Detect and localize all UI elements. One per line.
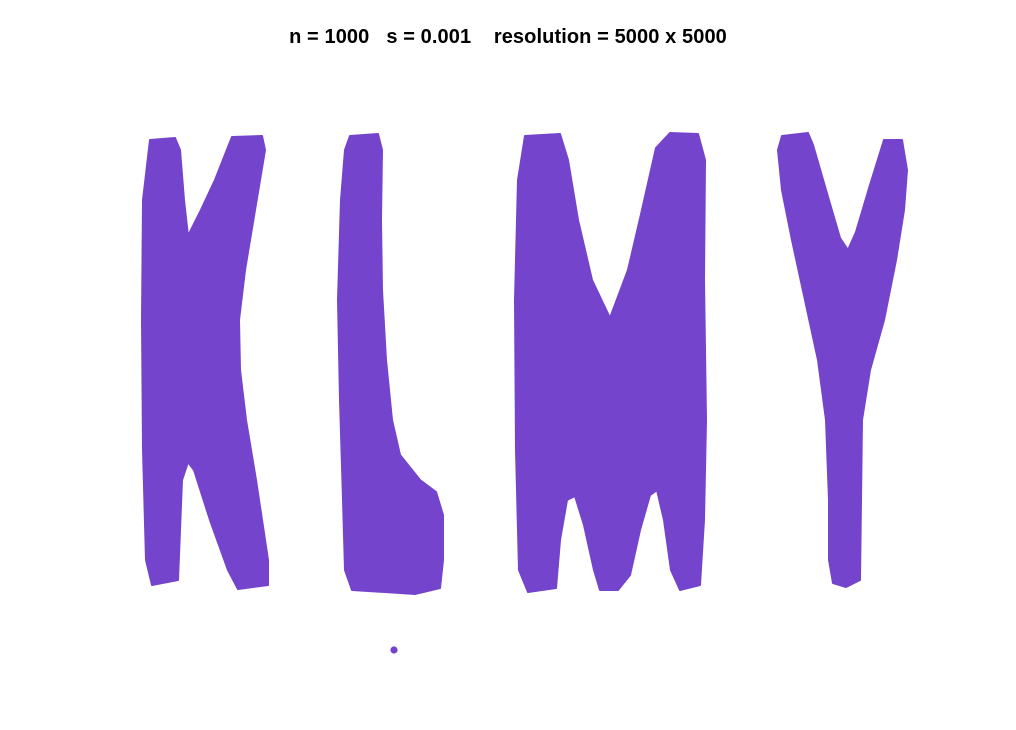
glyph-l (338, 134, 443, 594)
glyph-k (142, 136, 268, 589)
glyph-y (778, 133, 907, 587)
glyph-m (515, 133, 706, 592)
stray-point (391, 647, 396, 652)
